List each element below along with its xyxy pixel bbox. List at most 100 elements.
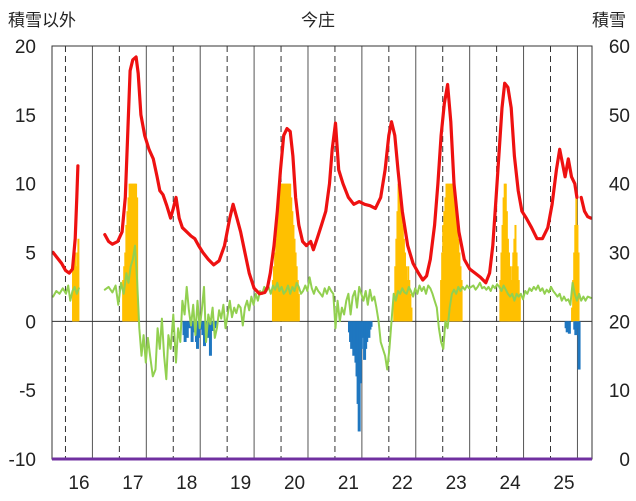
x-tick-label: 20 <box>284 473 305 494</box>
left-tick-label: 20 <box>15 37 36 58</box>
negative-bar <box>190 321 194 342</box>
snow-bar <box>456 224 459 322</box>
snow-bar <box>130 183 133 322</box>
chart-title: 今庄 <box>301 11 335 31</box>
snow-bar <box>288 183 291 322</box>
snow-bar <box>501 224 504 322</box>
snow-bar <box>451 183 454 322</box>
negative-bar <box>208 321 212 356</box>
red-series-line <box>579 195 593 220</box>
snow-bar <box>77 238 80 322</box>
snow-bar <box>284 183 287 322</box>
snow-bar <box>403 252 406 322</box>
snow-bar <box>279 183 282 322</box>
snow-bar <box>441 252 444 322</box>
snow-bar <box>127 197 130 322</box>
snow-bar <box>401 224 404 322</box>
green-series-line <box>103 244 592 381</box>
snow-bar <box>122 280 125 322</box>
snow-bar <box>136 197 139 322</box>
red-series-line <box>103 55 579 296</box>
snow-bar <box>277 211 280 322</box>
negative-bar <box>187 321 191 329</box>
snow-bar <box>453 183 456 322</box>
x-tick-label: 25 <box>553 473 574 494</box>
left-tick-label: -5 <box>19 381 36 402</box>
snow-bar <box>395 238 398 322</box>
snow-bar <box>396 211 399 322</box>
snow-bar <box>292 224 295 322</box>
snow-bar <box>514 224 517 322</box>
snow-bar <box>282 183 285 322</box>
axis-layer <box>51 45 593 461</box>
snow-bar <box>518 293 521 322</box>
snow-bar <box>293 238 296 322</box>
snow-bar <box>393 293 396 322</box>
x-tick-label: 18 <box>176 473 197 494</box>
snow-bar <box>506 238 509 322</box>
snow-bar <box>446 183 449 322</box>
negative-bar <box>358 321 362 384</box>
x-tick-label: 23 <box>446 473 467 494</box>
left-tick-label: 15 <box>15 106 36 127</box>
snow-bar <box>271 280 274 322</box>
snow-bar <box>508 252 511 322</box>
snow-bar <box>285 183 288 322</box>
x-tick-label: 17 <box>122 473 143 494</box>
x-tick-label: 21 <box>338 473 359 494</box>
snow-bar <box>289 183 292 322</box>
snow-bar <box>278 197 281 322</box>
snow-bar <box>571 307 574 322</box>
snow-bar <box>444 197 447 322</box>
red-series-line <box>51 164 80 275</box>
snow-bar <box>440 280 443 322</box>
snow-bar <box>574 224 577 322</box>
snow-bar <box>131 183 134 322</box>
negative-bar <box>575 321 579 329</box>
snow-bar <box>577 252 580 322</box>
right-tick-label: 10 <box>609 381 630 402</box>
snow-bar <box>445 183 448 322</box>
right-tick-label: 30 <box>609 244 630 265</box>
snow-bar <box>500 252 503 322</box>
snow-bar <box>400 211 403 322</box>
negative-bar <box>185 321 189 338</box>
snow-bar <box>398 183 401 322</box>
snow-bar <box>410 307 413 322</box>
snow-bar <box>450 183 453 322</box>
snow-bar <box>280 183 283 322</box>
snow-bar <box>576 224 579 322</box>
negative-bar <box>214 321 218 327</box>
snow-bar <box>442 224 445 322</box>
x-tick-label: 16 <box>68 473 89 494</box>
snow-bar <box>504 183 507 322</box>
snow-bar <box>499 280 502 322</box>
snow-bar <box>515 252 518 322</box>
snow-bar <box>290 197 293 322</box>
negative-bar <box>203 321 207 347</box>
negative-bars <box>182 321 581 432</box>
snow-bar <box>513 238 516 322</box>
snow-bar <box>295 266 298 322</box>
x-tick-label: 19 <box>230 473 251 494</box>
snow-bar <box>296 280 299 322</box>
right-axis-title: 積雪 <box>592 11 626 31</box>
snow-bar <box>505 211 508 322</box>
snow-bar <box>287 183 290 322</box>
snow-bar <box>454 197 457 322</box>
right-tick-label: 0 <box>619 450 630 471</box>
snow-bar <box>297 293 300 322</box>
snow-bar <box>512 252 515 322</box>
negative-bar <box>567 321 571 334</box>
snow-bar <box>503 183 506 322</box>
snow-bar <box>394 266 397 322</box>
snow-bar <box>447 183 450 322</box>
snow-bar <box>575 197 578 322</box>
right-tick-label: 20 <box>609 312 630 333</box>
snow-bar <box>572 280 575 322</box>
negative-bar <box>369 321 373 327</box>
snow-bar <box>517 280 520 322</box>
negative-bar <box>211 321 215 331</box>
snow-bar <box>128 183 131 322</box>
